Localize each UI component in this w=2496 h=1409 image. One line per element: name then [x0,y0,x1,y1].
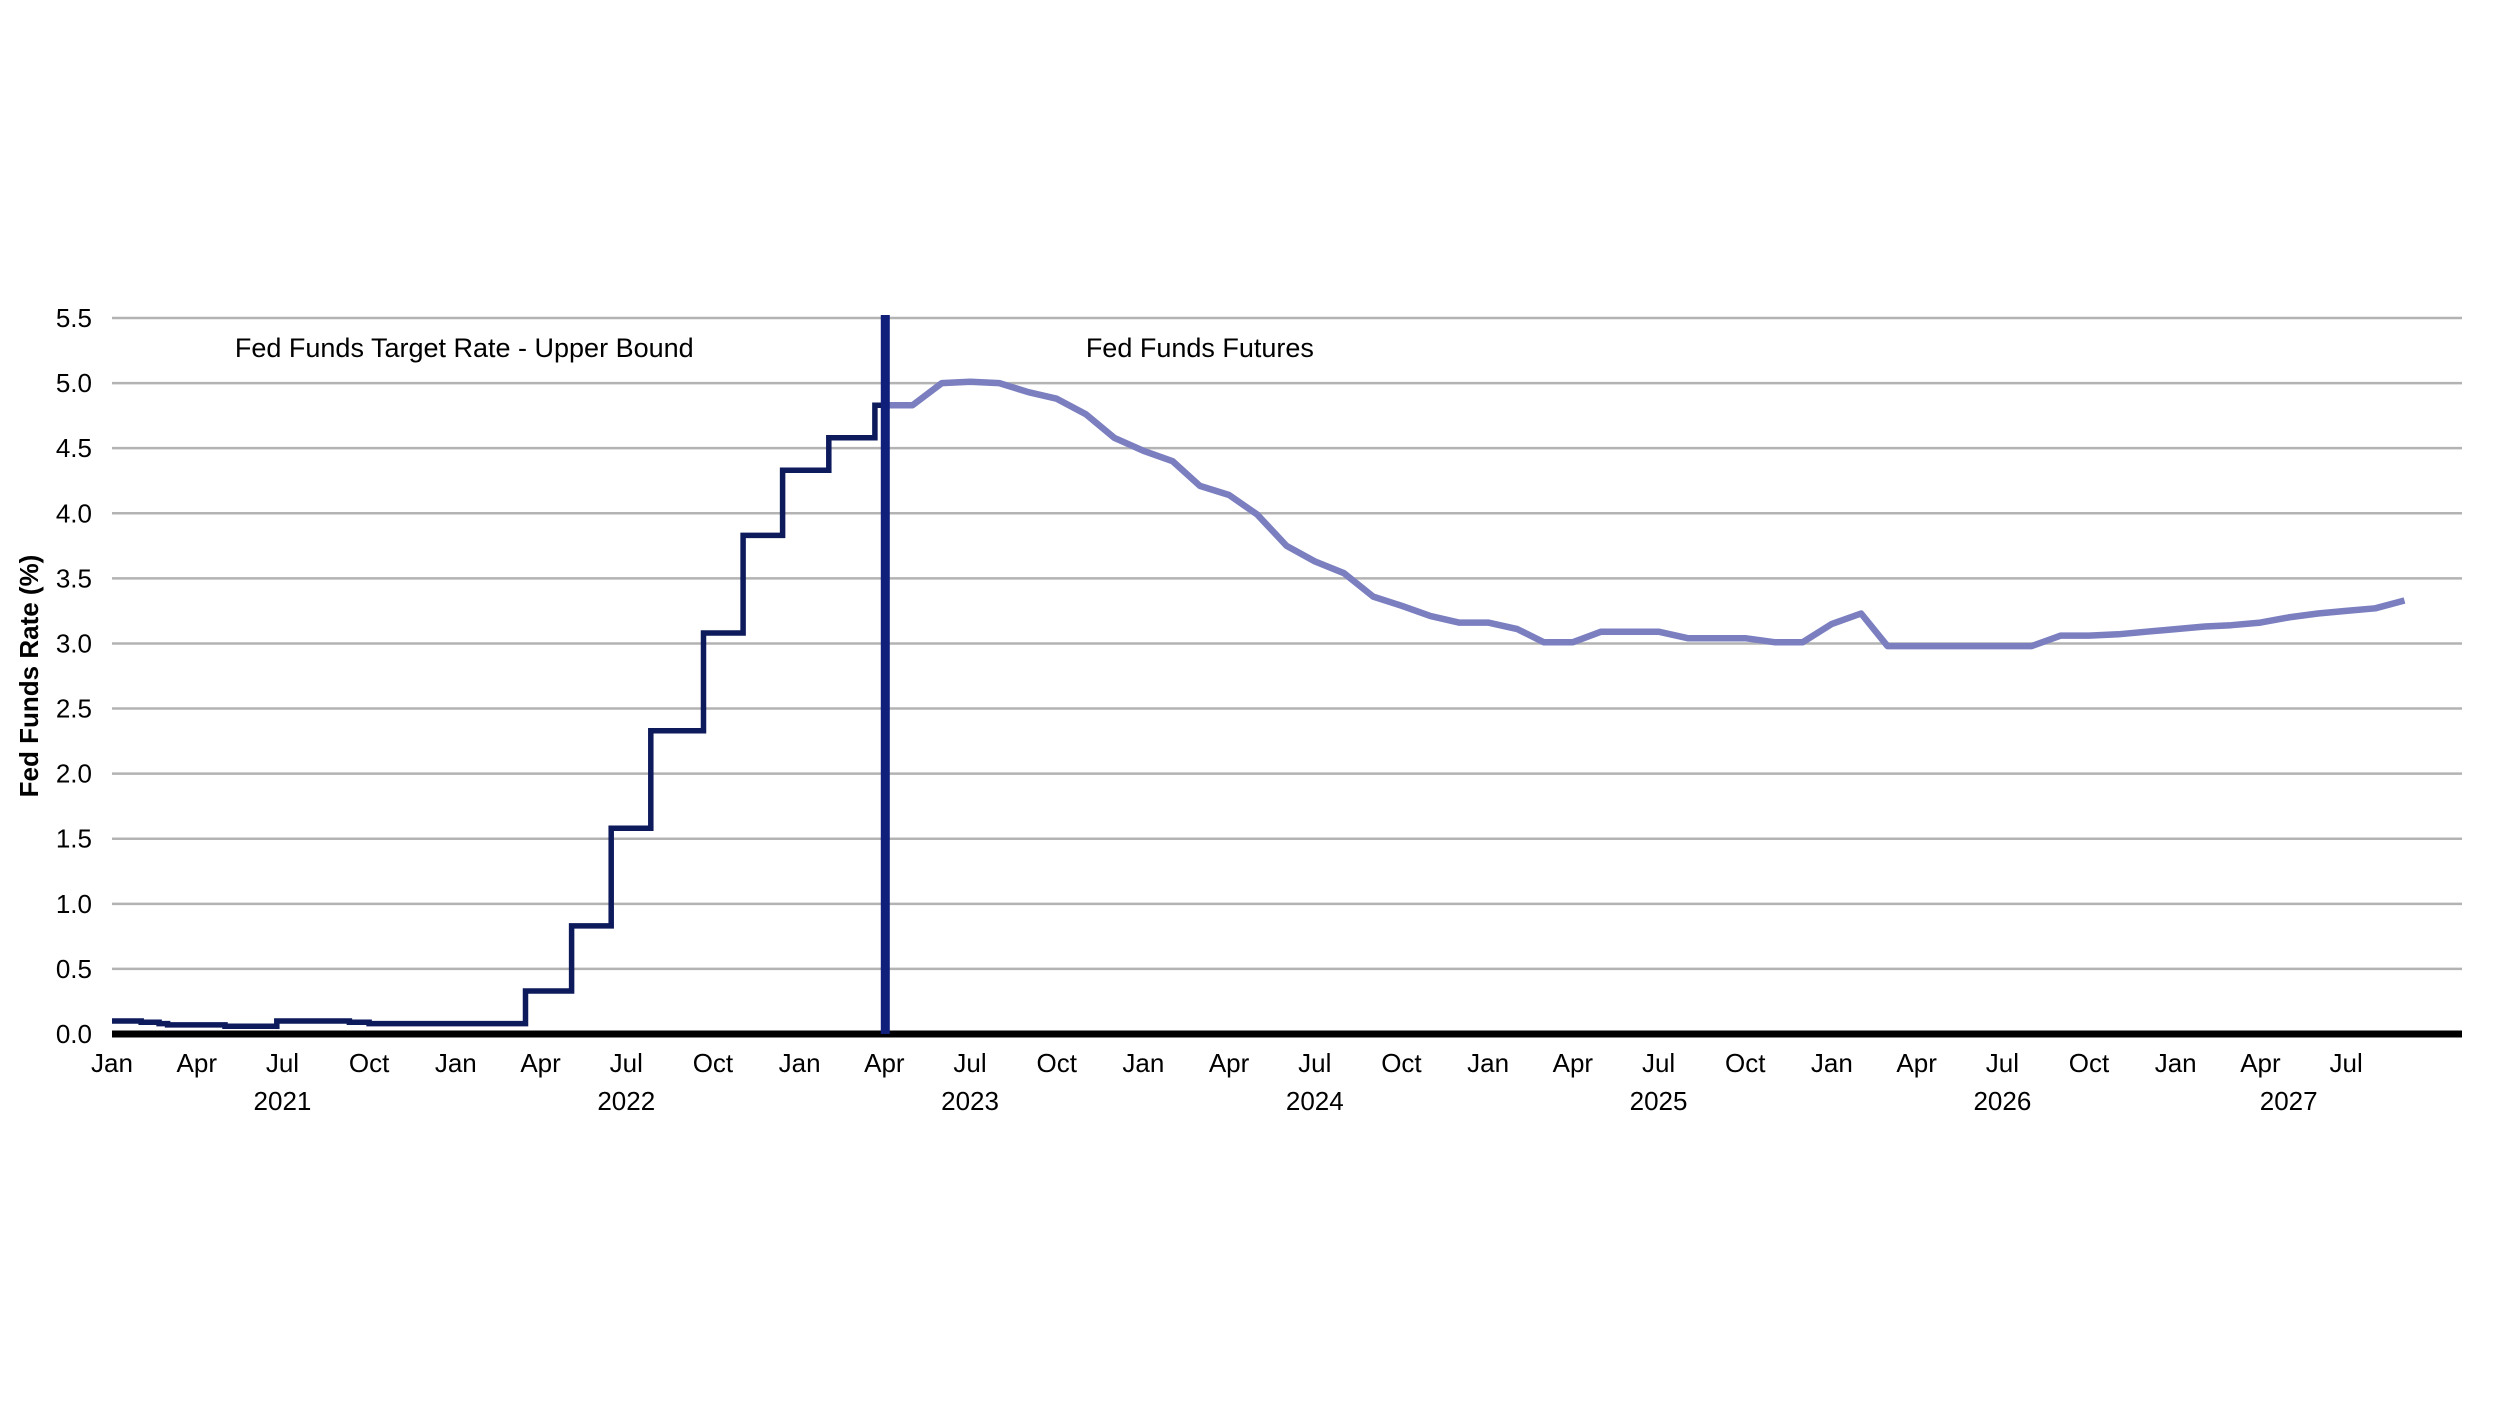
y-tick-label: 2.5 [56,694,92,724]
x-tick-label: Jul [610,1048,643,1078]
x-tick-label: Apr [1209,1048,1250,1078]
x-tick-label: Apr [520,1048,561,1078]
x-year-label: 2023 [941,1086,999,1116]
x-axis-month-ticks: Jan Apr Jul Oct Jan Apr Jul Oct Jan Apr Jul Oct Jan A… [91,1048,2363,1078]
x-year-label: 2021 [254,1086,312,1116]
gridlines [112,316,2462,1038]
x-tick-label: Jul [266,1048,299,1078]
x-year-label: 2024 [1286,1086,1344,1116]
y-tick-label: 2.0 [56,759,92,789]
x-tick-label: Oct [1036,1048,1077,1078]
x-tick-label: Apr [177,1048,218,1078]
x-tick-label: Apr [1553,1048,1594,1078]
y-tick-label: 0.5 [56,954,92,984]
x-tick-label: Oct [2069,1048,2110,1078]
x-tick-label: Jan [435,1048,477,1078]
x-tick-label: Jan [2155,1048,2197,1078]
target-rate-line [112,402,886,1029]
x-axis-year-labels: 2021 2022 2023 2024 2025 2026 2027 [254,1086,2318,1116]
x-year-label: 2025 [1630,1086,1688,1116]
futures-line [885,378,2406,650]
y-tick-label: 5.0 [56,368,92,398]
x-tick-label: Apr [864,1048,905,1078]
x-tick-label: Oct [349,1048,390,1078]
annotations: Fed Funds Target Rate - Upper Bound Fed F… [235,333,1314,363]
y-axis-ticks: 0.0 0.5 1.0 1.5 2.0 2.5 3.0 3.5 4.0 4.5 5.0 5.5 [56,303,92,1049]
x-tick-label: Jul [2330,1048,2363,1078]
x-year-label: 2022 [597,1086,655,1116]
y-tick-label: 1.5 [56,824,92,854]
y-axis-title: Fed Funds Rate (%) [14,555,44,798]
y-tick-label: 3.0 [56,628,92,658]
x-tick-label: Jul [1642,1048,1675,1078]
x-year-label: 2027 [2260,1086,2318,1116]
x-tick-label: Apr [1896,1048,1937,1078]
x-tick-label: Jul [1986,1048,2019,1078]
y-tick-label: 3.5 [56,563,92,593]
x-tick-label: Jan [779,1048,821,1078]
annotation-target-rate: Fed Funds Target Rate - Upper Bound [235,333,694,363]
x-tick-label: Jul [953,1048,986,1078]
x-tick-label: Oct [1381,1048,1422,1078]
x-tick-label: Oct [1725,1048,1766,1078]
x-year-label: 2026 [1973,1086,2031,1116]
y-tick-label: 5.5 [56,303,92,333]
annotation-futures: Fed Funds Futures [1086,333,1314,363]
x-tick-label: Jan [91,1048,133,1078]
y-tick-label: 4.0 [56,498,92,528]
series-lines [112,315,2406,1034]
x-tick-label: Jan [1467,1048,1509,1078]
x-tick-label: Jul [1298,1048,1331,1078]
y-tick-label: 4.5 [56,433,92,463]
y-tick-label: 1.0 [56,889,92,919]
x-tick-label: Jan [1122,1048,1164,1078]
y-tick-label: 0.0 [56,1019,92,1049]
x-tick-label: Apr [2240,1048,2281,1078]
x-tick-label: Jan [1811,1048,1853,1078]
x-tick-label: Oct [693,1048,734,1078]
